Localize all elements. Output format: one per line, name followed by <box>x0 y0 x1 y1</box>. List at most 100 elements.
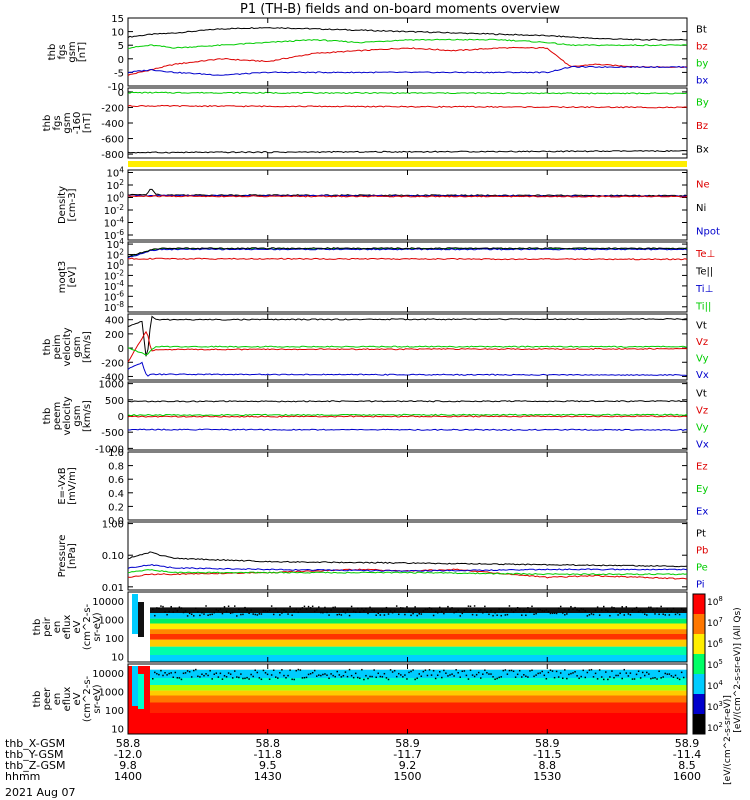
spectrogram-speckle <box>338 613 341 616</box>
spectrogram-speckle <box>264 672 267 674</box>
spectrogram-speckle <box>326 611 328 614</box>
legend-Ey: Ey <box>696 484 708 495</box>
colorbar-tick: 103 <box>707 700 723 713</box>
spectrogram-band <box>150 690 687 696</box>
spectrogram-speckle <box>277 677 279 679</box>
ylabel-line-peir_spectrogram: (cm^2-s- <box>82 603 93 650</box>
ytick-label: 10 <box>111 28 124 39</box>
spectrogram-speckle <box>328 614 330 616</box>
spectrogram-speckle <box>320 611 322 614</box>
spectrogram-speckle <box>342 610 345 612</box>
ytick-label: 0 <box>118 412 124 423</box>
spectrogram-speckle <box>682 609 685 612</box>
ylabel-line-peir_spectrogram: eflux <box>62 615 73 640</box>
spectrogram-speckle <box>301 607 304 609</box>
spectrogram-speckle <box>592 676 595 678</box>
spectrogram-speckle <box>543 674 546 677</box>
spectrogram-speckle <box>549 669 552 671</box>
spectrogram-speckle <box>658 613 660 616</box>
colorbar-tick: 108 <box>707 595 723 608</box>
spectrogram-speckle <box>186 615 189 617</box>
spectrogram-speckle <box>227 672 230 674</box>
spectrogram-speckle <box>545 677 548 680</box>
spectrogram-speckle <box>658 670 660 673</box>
xaxis-row-value: 1400 <box>114 770 142 783</box>
spectrogram-speckle <box>297 668 300 671</box>
spectrogram-speckle <box>584 610 587 612</box>
spectrogram-speckle <box>213 673 215 675</box>
spectrogram-speckle <box>344 611 347 614</box>
xaxis-row-value: -11.7 <box>393 748 421 761</box>
spectrogram-speckle <box>371 675 373 678</box>
spectrogram-speckle <box>152 677 154 680</box>
spectrogram-speckle <box>256 671 259 674</box>
spectrogram-speckle <box>590 613 593 615</box>
spectrogram-speckle <box>654 613 656 615</box>
spectrogram-speckle <box>270 605 273 607</box>
spectrogram-speckle <box>201 673 203 676</box>
legend-Pi: Pi <box>696 580 705 591</box>
series-Vz <box>127 415 688 418</box>
spectrogram-speckle <box>367 612 369 615</box>
spectrogram-speckle <box>279 672 281 674</box>
spectrogram-speckle <box>361 607 363 610</box>
date-label: 2021 Aug 07 <box>5 786 75 799</box>
xaxis-row-value: 58.8 <box>256 737 281 750</box>
spectrogram-speckle <box>307 673 310 676</box>
spectrogram-speckle <box>354 672 357 675</box>
spectrogram-speckle <box>313 669 316 672</box>
spectrogram-speckle <box>244 606 246 609</box>
xaxis-row-value: 9.5 <box>259 759 277 772</box>
spectrogram-speckle <box>453 611 455 614</box>
spectrogram-speckle <box>260 678 263 681</box>
ytick-label: -10 <box>108 82 124 93</box>
spectrogram-speckle <box>441 676 443 679</box>
spectrogram-speckle <box>635 673 638 676</box>
spectrogram-speckle <box>225 676 228 678</box>
legend-Ni: Ni <box>696 203 706 214</box>
spectrogram-speckle <box>260 613 263 615</box>
spectrogram-speckle <box>240 673 242 675</box>
spectrogram-speckle <box>252 675 254 678</box>
ylabel-line-peem_velocity: [km/s] <box>82 400 93 432</box>
spectrogram-speckle <box>377 612 379 615</box>
spectrogram-speckle <box>336 613 338 616</box>
xaxis-row-value: -12.0 <box>114 748 142 761</box>
spectrogram-speckle <box>389 610 392 612</box>
ytick-label: 5 <box>118 41 124 52</box>
spectrogram-speckle <box>562 612 564 614</box>
spectrogram-speckle <box>275 607 277 610</box>
legend-Bx: Bx <box>696 144 709 155</box>
spectrogram-speckle <box>285 610 287 613</box>
spectrogram-speckle <box>514 676 517 678</box>
spectrogram-speckle <box>365 607 367 610</box>
spectrogram-speckle <box>547 671 550 674</box>
ylabel-line-peem_velocity: thb <box>42 408 53 425</box>
spectrogram-speckle <box>408 610 410 613</box>
spectrogram-speckle <box>449 674 451 676</box>
spectrogram-speckle <box>291 678 293 681</box>
legend-Ez: Ez <box>696 461 708 472</box>
spectrogram-speckle <box>303 605 306 608</box>
ylabel-line-moqt3: moqt3 <box>57 261 68 294</box>
spectrogram-speckle <box>603 678 605 681</box>
spectrogram-speckle <box>422 610 425 612</box>
spectrogram-speckle <box>160 669 162 672</box>
spectrogram-speckle <box>393 610 396 612</box>
spectrogram-speckle <box>395 605 398 607</box>
spectrogram-speckle <box>199 614 201 617</box>
spectrogram-speckle <box>496 677 498 680</box>
colorbar-tick: 104 <box>707 679 723 692</box>
spectrogram-band <box>150 713 687 734</box>
spectrogram-speckle <box>336 670 338 673</box>
ytick-label: 1.00 <box>102 520 124 531</box>
spectrogram-speckle <box>158 607 160 610</box>
ytick-label: 0.4 <box>108 489 124 500</box>
spectrogram-speckle <box>293 678 295 681</box>
spectrogram-speckle <box>283 674 285 677</box>
spectrogram-edge-burst <box>138 602 144 637</box>
ylabel-line-pressure: Pressure <box>57 535 68 578</box>
spectrogram-speckle <box>322 673 324 676</box>
spectrogram-speckle <box>420 613 423 615</box>
series-Vx <box>127 428 688 431</box>
